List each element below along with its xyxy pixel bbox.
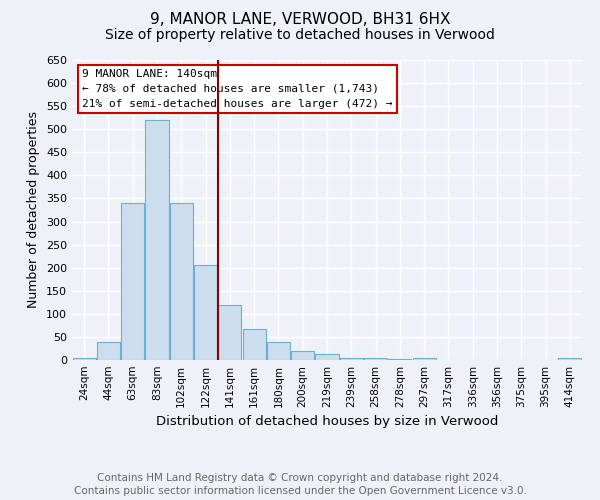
Bar xyxy=(121,203,144,360)
Text: 9 MANOR LANE: 140sqm
← 78% of detached houses are smaller (1,743)
21% of semi-de: 9 MANOR LANE: 140sqm ← 78% of detached h… xyxy=(82,69,392,108)
Text: Contains HM Land Registry data © Crown copyright and database right 2024.
Contai: Contains HM Land Registry data © Crown c… xyxy=(74,473,526,496)
X-axis label: Distribution of detached houses by size in Verwood: Distribution of detached houses by size … xyxy=(156,416,498,428)
Bar xyxy=(97,342,120,360)
Text: 9, MANOR LANE, VERWOOD, BH31 6HX: 9, MANOR LANE, VERWOOD, BH31 6HX xyxy=(150,12,450,28)
Bar xyxy=(218,304,241,360)
Bar xyxy=(364,358,387,360)
Text: Size of property relative to detached houses in Verwood: Size of property relative to detached ho… xyxy=(105,28,495,42)
Bar xyxy=(267,342,290,360)
Bar xyxy=(242,329,266,360)
Bar xyxy=(388,358,412,360)
Bar xyxy=(291,351,314,360)
Bar xyxy=(559,358,581,360)
Y-axis label: Number of detached properties: Number of detached properties xyxy=(28,112,40,308)
Bar xyxy=(340,358,363,360)
Bar xyxy=(73,358,95,360)
Bar xyxy=(413,358,436,360)
Bar xyxy=(316,354,338,360)
Bar xyxy=(170,203,193,360)
Bar xyxy=(145,120,169,360)
Bar xyxy=(194,266,217,360)
